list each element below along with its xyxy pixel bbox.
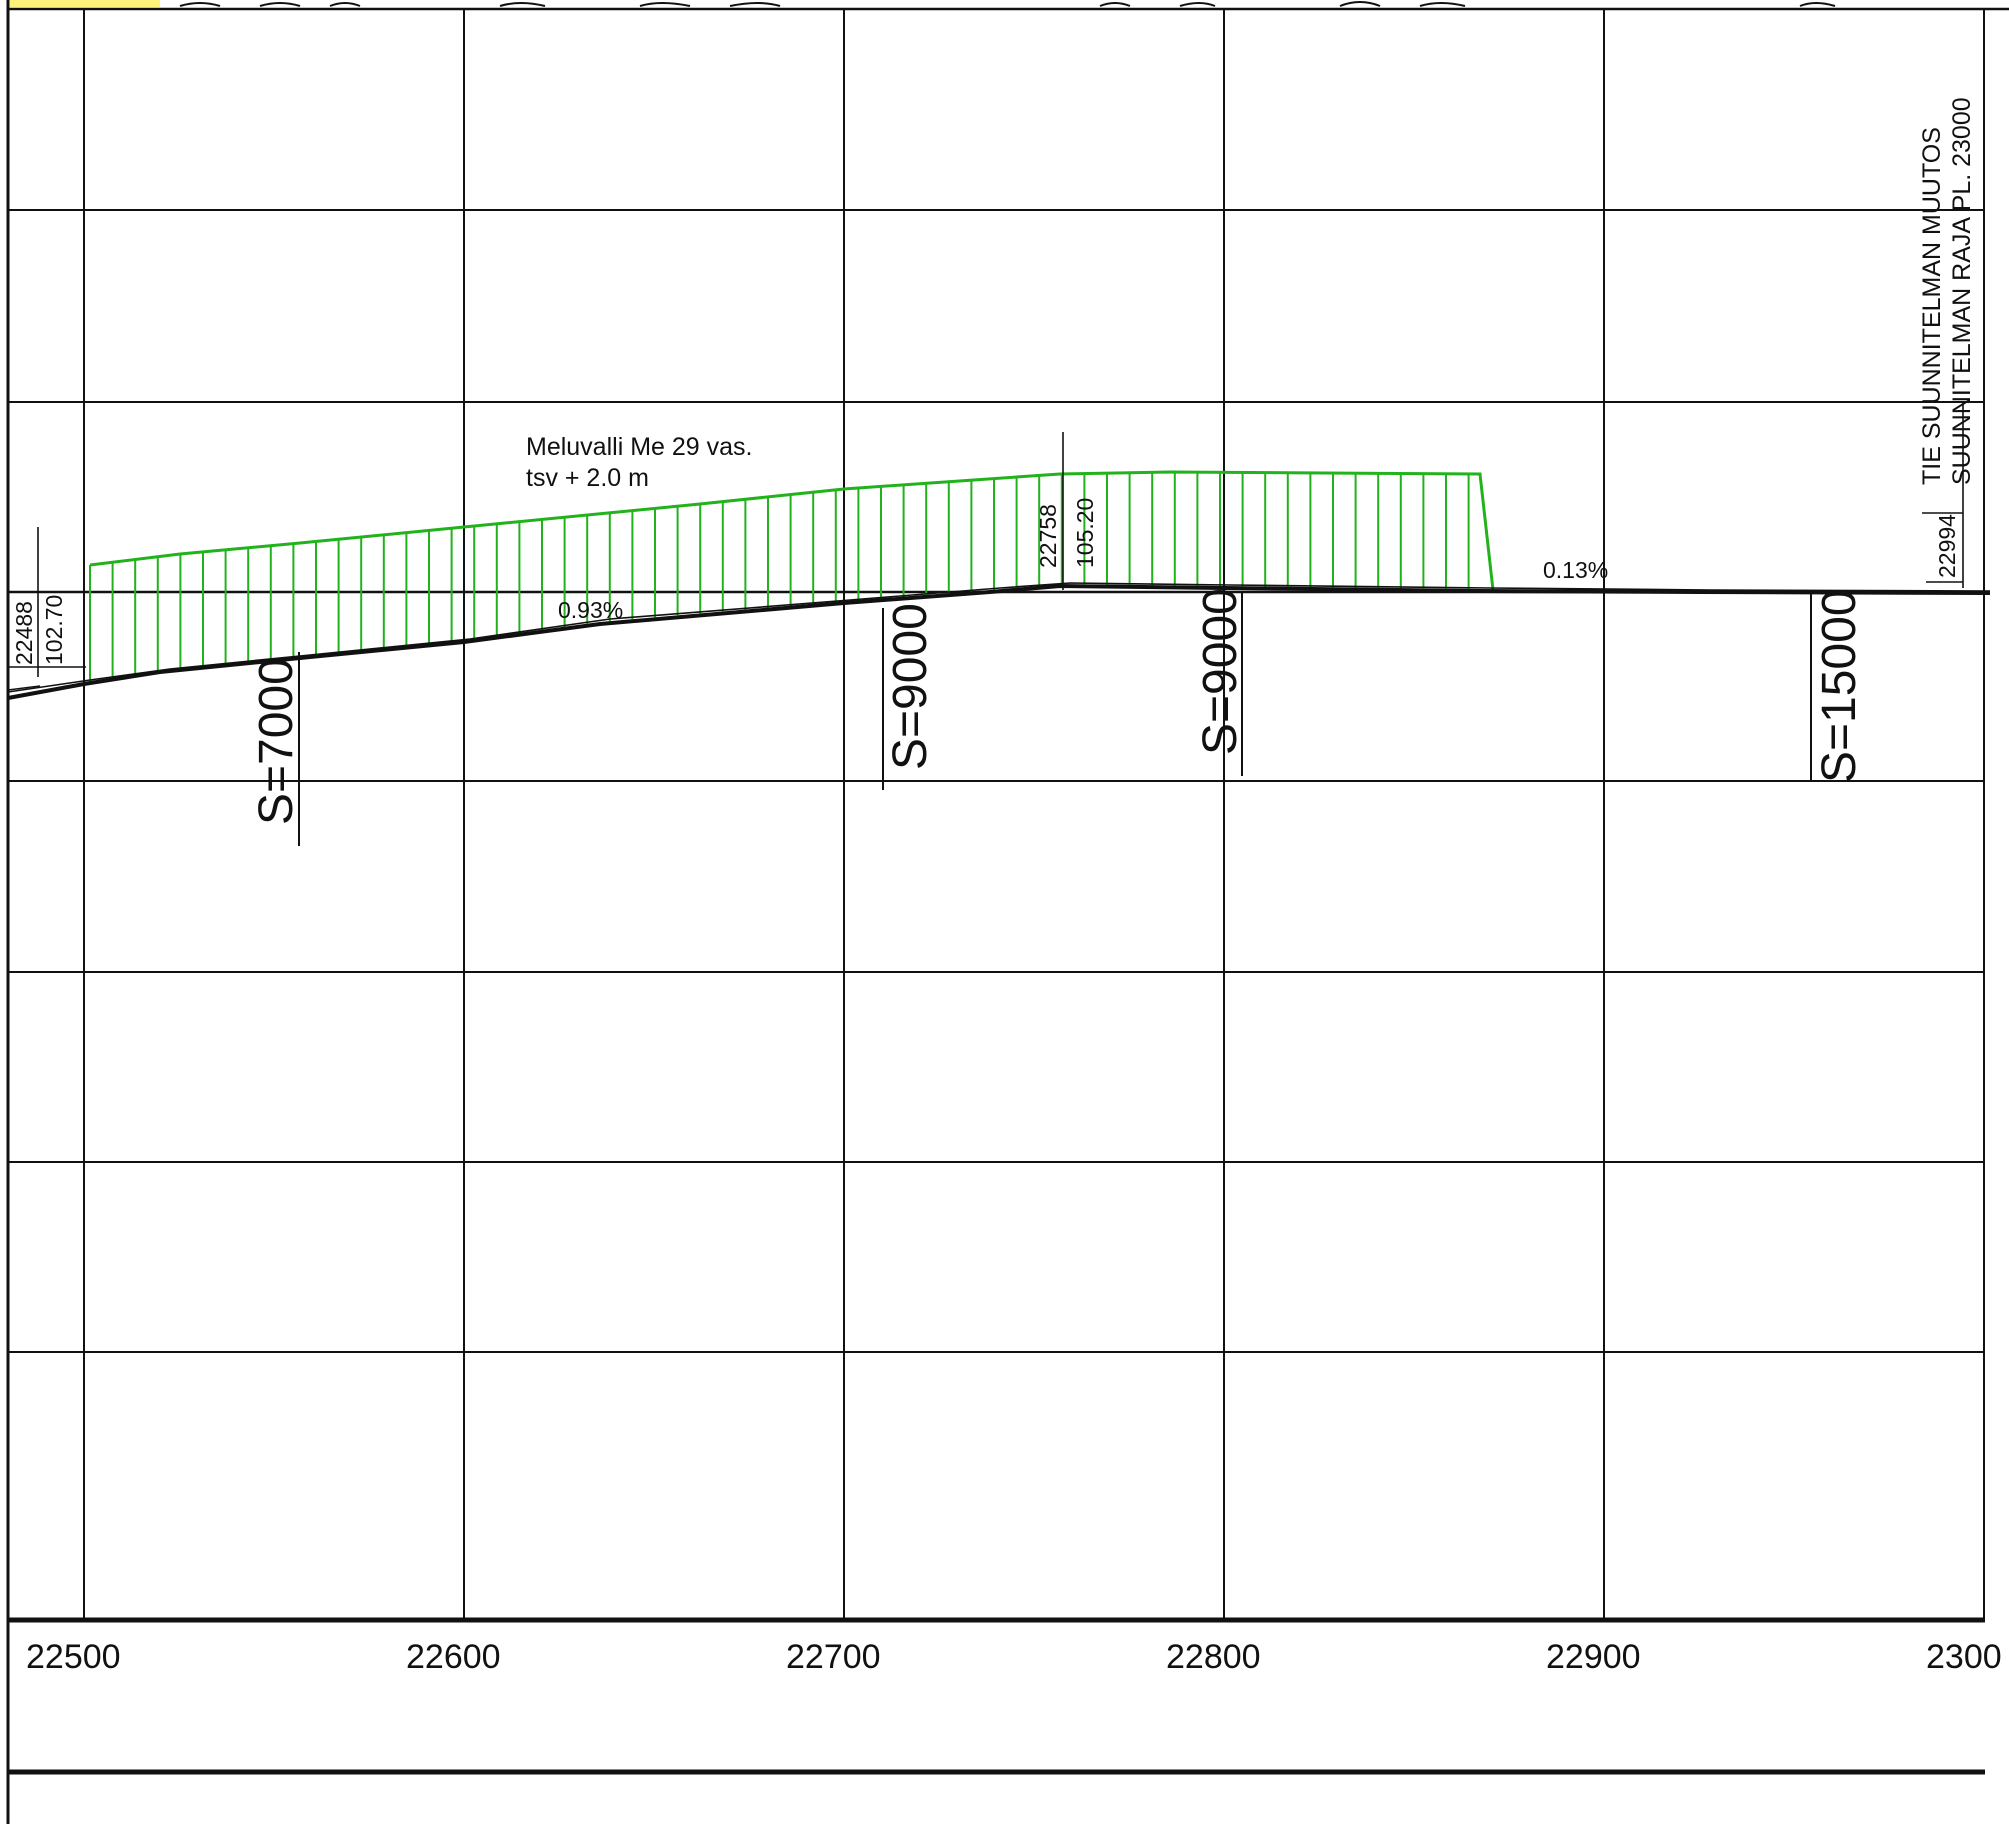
highlight-mark (10, 0, 160, 7)
station-label-22800: 22800 (1166, 1638, 1261, 1676)
station-label-22900: 22900 (1546, 1638, 1641, 1676)
frame (6, 0, 2009, 1824)
grade-label-2: 0.13% (1543, 557, 1608, 583)
point-markers (8, 403, 1964, 677)
curve-label-4: S=15000 (1813, 589, 1866, 783)
berm-subtitle: tsv + 2.0 m (526, 464, 649, 492)
cut-off-arcs (179, 1, 1836, 7)
design-grade-line (7, 583, 1991, 700)
crest-station: 22758 (1035, 504, 1061, 568)
profile-lines (7, 582, 1991, 700)
curve-label-2: S=9000 (884, 603, 937, 770)
station-label-23000: 2300 (1926, 1638, 2002, 1676)
grade-label-1: 0.93% (558, 597, 623, 623)
ground-tick (7, 685, 41, 691)
station-label-22700: 22700 (786, 1638, 881, 1676)
top-strip (10, 0, 1836, 7)
berm-top-line (89, 470, 1495, 591)
curve-label-3: S=9000 (1194, 588, 1247, 755)
existing-ground-line (7, 582, 1991, 693)
start-elevation: 102.70 (41, 595, 67, 665)
station-label-22500: 22500 (26, 1638, 121, 1676)
vertical-curve-markers (298, 592, 1812, 846)
noise-berm (89, 470, 1495, 682)
berm-hatch (89, 472, 1470, 682)
end-station: 22994 (1934, 514, 1960, 578)
station-label-22600: 22600 (406, 1638, 501, 1676)
start-station: 22488 (11, 601, 37, 665)
labels: Meluvalli Me 29 vas. tsv + 2.0 m 0.93% 0… (11, 97, 2002, 1676)
grid (8, 9, 1985, 1620)
boundary-note-line2: SUUNNITELMAN RAJA PL. 23000 (1948, 97, 1976, 485)
crest-elevation: 105.20 (1072, 498, 1098, 568)
berm-title: Meluvalli Me 29 vas. (526, 433, 752, 461)
boundary-note-line1: TIE SUUNNITELMAN MUUTOS (1918, 127, 1946, 485)
curve-label-1: S=7000 (250, 658, 303, 825)
